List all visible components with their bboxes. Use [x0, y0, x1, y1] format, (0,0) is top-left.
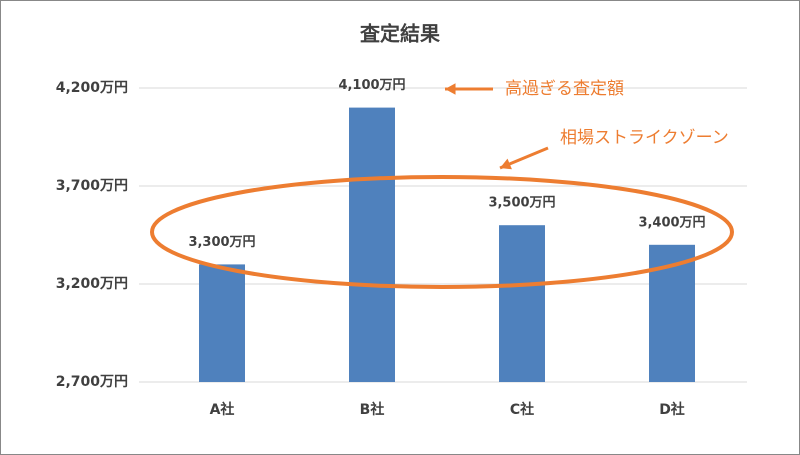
annotation: 高過ぎる査定額 — [505, 79, 624, 99]
y-tick-label: 2,700万円 — [56, 374, 128, 390]
x-tick-label: D社 — [659, 401, 685, 418]
x-tick-label: C社 — [510, 401, 534, 418]
chart-title: 査定結果 — [360, 22, 440, 46]
strike-zone-ellipse — [150, 175, 734, 289]
y-tick-label: 4,200万円 — [56, 80, 128, 96]
value-label: 3,400万円 — [638, 215, 705, 230]
arrow-head — [500, 158, 512, 170]
x-tick-label: B社 — [360, 401, 385, 418]
value-label: 4,100万円 — [338, 78, 405, 93]
y-tick-label: 3,200万円 — [56, 276, 128, 292]
y-tick-label: 3,700万円 — [56, 178, 128, 194]
bar — [199, 264, 245, 382]
arrow-head — [445, 83, 456, 95]
x-tick-label: A社 — [210, 401, 235, 418]
annotation: 相場ストライクゾーン — [560, 128, 729, 148]
value-label: 3,300万円 — [188, 235, 255, 250]
bar — [349, 107, 395, 382]
bar — [499, 225, 545, 382]
value-label: 3,500万円 — [488, 196, 555, 211]
